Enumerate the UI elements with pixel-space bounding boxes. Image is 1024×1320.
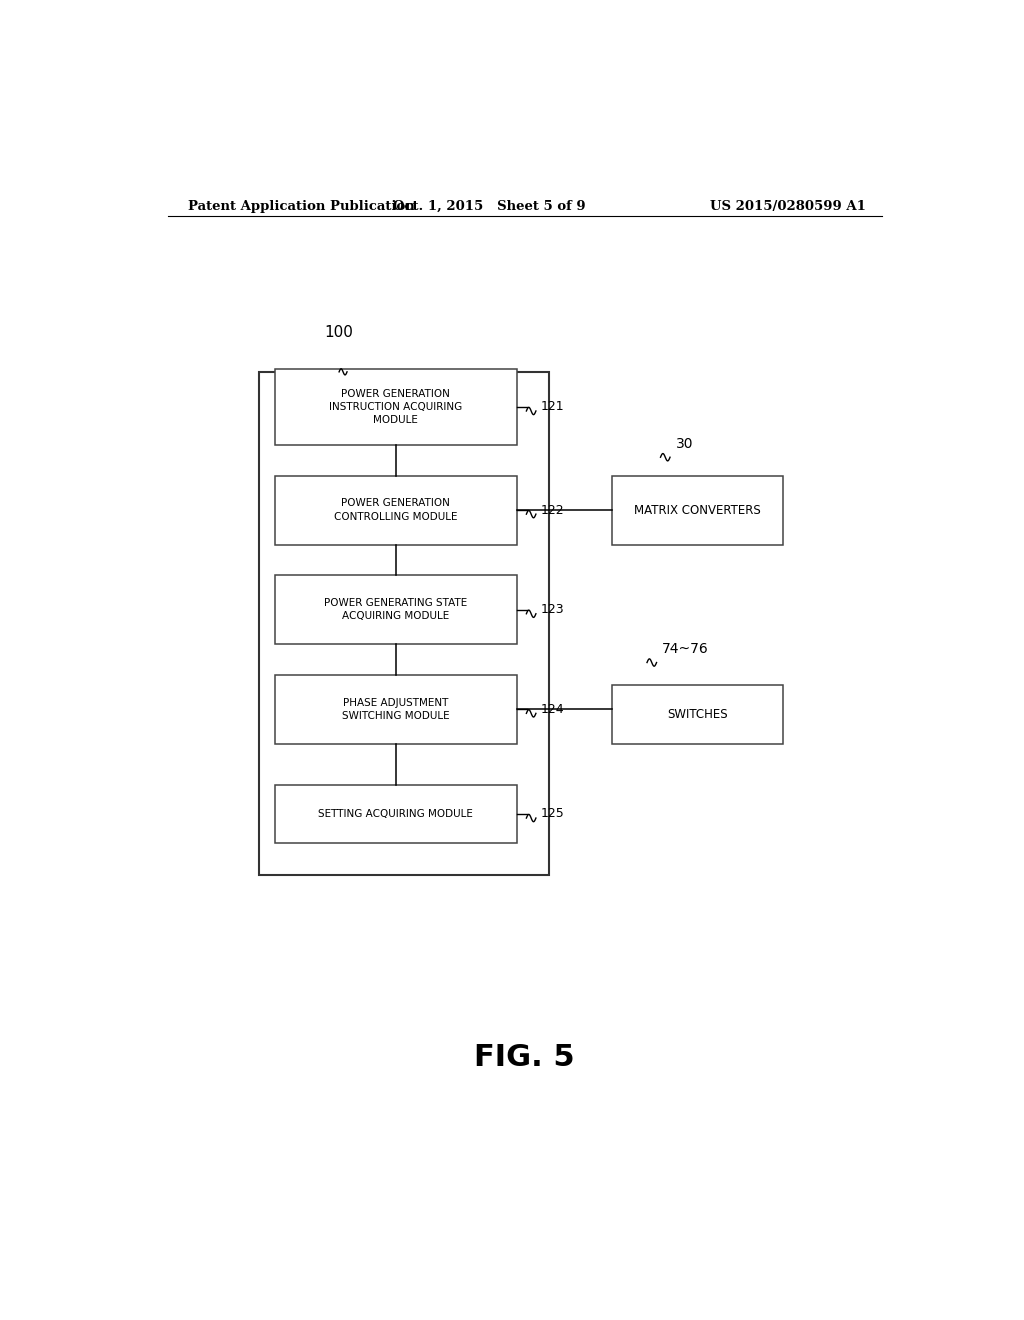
Text: 74~76: 74~76 xyxy=(663,643,709,656)
Text: US 2015/0280599 A1: US 2015/0280599 A1 xyxy=(711,199,866,213)
Text: 121: 121 xyxy=(541,400,564,413)
Text: SETTING ACQUIRING MODULE: SETTING ACQUIRING MODULE xyxy=(318,809,473,818)
Text: 123: 123 xyxy=(541,603,564,616)
Bar xyxy=(612,475,782,545)
Bar xyxy=(259,372,549,875)
Text: 125: 125 xyxy=(541,808,564,821)
Text: 124: 124 xyxy=(541,702,564,715)
Text: POWER GENERATION
INSTRUCTION ACQUIRING
MODULE: POWER GENERATION INSTRUCTION ACQUIRING M… xyxy=(329,388,463,425)
Text: FIG. 5: FIG. 5 xyxy=(474,1043,575,1072)
Text: 30: 30 xyxy=(676,437,693,451)
Bar xyxy=(274,475,517,545)
Text: POWER GENERATING STATE
ACQUIRING MODULE: POWER GENERATING STATE ACQUIRING MODULE xyxy=(325,598,468,622)
Bar xyxy=(274,368,517,445)
Bar xyxy=(274,675,517,744)
Bar xyxy=(612,685,782,744)
Text: 100: 100 xyxy=(324,325,353,341)
Bar xyxy=(274,576,517,644)
Text: Patent Application Publication: Patent Application Publication xyxy=(187,199,415,213)
Text: SWITCHES: SWITCHES xyxy=(667,708,728,721)
Text: 122: 122 xyxy=(541,503,564,516)
Text: PHASE ADJUSTMENT
SWITCHING MODULE: PHASE ADJUSTMENT SWITCHING MODULE xyxy=(342,698,450,721)
Text: MATRIX CONVERTERS: MATRIX CONVERTERS xyxy=(634,503,761,516)
Text: POWER GENERATION
CONTROLLING MODULE: POWER GENERATION CONTROLLING MODULE xyxy=(334,499,458,521)
Bar xyxy=(274,784,517,843)
Text: Oct. 1, 2015   Sheet 5 of 9: Oct. 1, 2015 Sheet 5 of 9 xyxy=(393,199,586,213)
